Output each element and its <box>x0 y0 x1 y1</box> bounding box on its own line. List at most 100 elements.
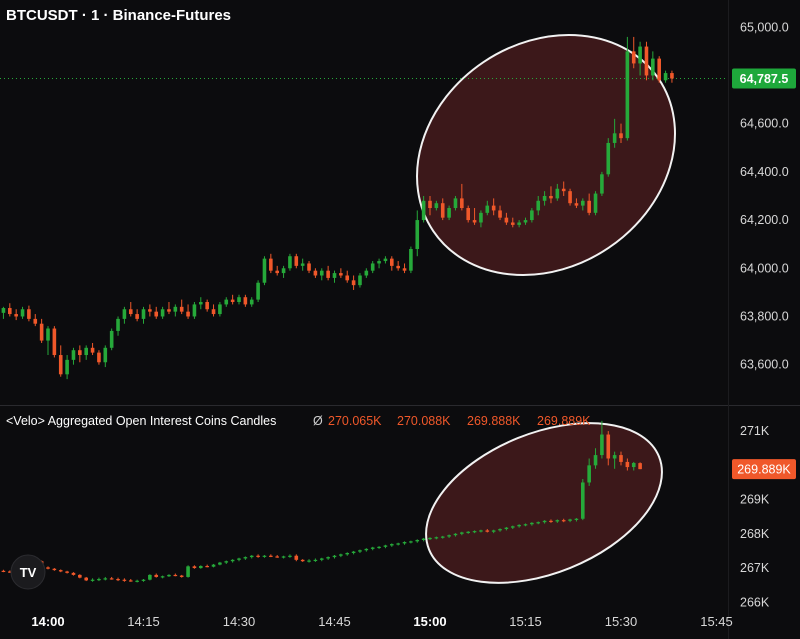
candle-body[interactable] <box>97 352 101 363</box>
candle-body[interactable] <box>97 579 101 581</box>
candle-body[interactable] <box>542 520 547 523</box>
candle-body[interactable] <box>332 555 337 558</box>
candle-body[interactable] <box>116 318 120 331</box>
candle-body[interactable] <box>619 133 623 139</box>
candle-body[interactable] <box>517 524 521 527</box>
candle-body[interactable] <box>549 520 553 523</box>
candle-body[interactable] <box>39 323 44 341</box>
candle-body[interactable] <box>600 434 604 456</box>
candle-body[interactable] <box>523 524 528 526</box>
candle-body[interactable] <box>294 555 299 560</box>
candle-body[interactable] <box>269 258 273 271</box>
candle-body[interactable] <box>447 535 451 537</box>
candle-body[interactable] <box>453 198 458 209</box>
candle-body[interactable] <box>90 579 95 581</box>
candle-body[interactable] <box>491 530 496 532</box>
candle-body[interactable] <box>307 560 311 562</box>
candle-body[interactable] <box>670 73 674 79</box>
candle-body[interactable] <box>415 220 420 249</box>
candle-body[interactable] <box>243 557 248 559</box>
candle-body[interactable] <box>230 559 235 562</box>
candle-body[interactable] <box>224 561 229 563</box>
candle-body[interactable] <box>415 539 420 542</box>
candle-body[interactable] <box>396 543 400 545</box>
candle-body[interactable] <box>460 532 464 534</box>
candle-body[interactable] <box>593 455 598 466</box>
candle-body[interactable] <box>199 302 203 305</box>
candle-body[interactable] <box>52 328 57 356</box>
candle-body[interactable] <box>275 270 279 274</box>
candle-body[interactable] <box>8 308 12 315</box>
candle-body[interactable] <box>383 258 388 262</box>
candle-body[interactable] <box>644 46 649 76</box>
candle-body[interactable] <box>377 546 381 549</box>
candle-body[interactable] <box>122 579 127 581</box>
candle-body[interactable] <box>657 58 661 81</box>
candle-body[interactable] <box>345 552 350 555</box>
candle-body[interactable] <box>167 574 171 577</box>
candle-body[interactable] <box>90 347 95 353</box>
candle-body[interactable] <box>428 200 432 209</box>
candle-body[interactable] <box>510 222 515 225</box>
candle-body[interactable] <box>84 577 88 581</box>
candle-body[interactable] <box>421 538 426 540</box>
candle-body[interactable] <box>370 263 375 271</box>
candle-body[interactable] <box>638 463 642 470</box>
candle-body[interactable] <box>638 46 642 64</box>
candle-body[interactable] <box>128 309 133 315</box>
candle-body[interactable] <box>249 299 254 305</box>
candle-body[interactable] <box>160 576 165 578</box>
candle-body[interactable] <box>46 328 50 341</box>
candle-body[interactable] <box>192 304 197 317</box>
candle-body[interactable] <box>46 567 50 569</box>
candle-body[interactable] <box>625 51 630 139</box>
candle-body[interactable] <box>237 297 241 303</box>
candle-body[interactable] <box>631 51 636 64</box>
candle-body[interactable] <box>530 522 534 525</box>
candle-body[interactable] <box>504 527 509 530</box>
candle-body[interactable] <box>141 579 146 581</box>
candle-body[interactable] <box>523 220 528 223</box>
candle-body[interactable] <box>466 208 470 221</box>
candle-body[interactable] <box>428 537 432 540</box>
candle-body[interactable] <box>281 556 286 558</box>
candle-body[interactable] <box>160 309 165 317</box>
candle-body[interactable] <box>122 309 127 319</box>
candle-body[interactable] <box>326 557 330 559</box>
candle-body[interactable] <box>78 350 82 356</box>
candle-body[interactable] <box>65 571 69 573</box>
candle-body[interactable] <box>186 311 190 317</box>
candle-body[interactable] <box>536 522 541 524</box>
candle-body[interactable] <box>600 174 604 194</box>
candle-body[interactable] <box>135 580 139 582</box>
candle-body[interactable] <box>351 280 356 286</box>
candle-body[interactable] <box>568 519 572 521</box>
candle-body[interactable] <box>288 256 292 269</box>
candle-body[interactable] <box>510 526 515 528</box>
candle-body[interactable] <box>612 133 617 143</box>
candle-body[interactable] <box>332 273 337 278</box>
candle-body[interactable] <box>211 564 216 567</box>
candle-body[interactable] <box>103 347 108 363</box>
candle-body[interactable] <box>358 275 362 286</box>
candle-body[interactable] <box>631 462 636 468</box>
candle-body[interactable] <box>205 302 209 310</box>
candle-body[interactable] <box>339 273 343 276</box>
candle-body[interactable] <box>281 268 286 274</box>
candle-body[interactable] <box>383 545 388 547</box>
candle-body[interactable] <box>453 533 458 536</box>
candle-body[interactable] <box>218 304 222 315</box>
candle-body[interactable] <box>173 574 178 577</box>
candle-body[interactable] <box>300 263 305 266</box>
candle-body[interactable] <box>447 208 451 218</box>
candle-body[interactable] <box>262 258 267 283</box>
candle-body[interactable] <box>364 270 369 276</box>
candle-body[interactable] <box>574 203 579 206</box>
candle-body[interactable] <box>517 222 521 225</box>
candle-body[interactable] <box>173 306 178 312</box>
candle-body[interactable] <box>498 529 502 531</box>
candle-body[interactable] <box>555 188 560 199</box>
candle-body[interactable] <box>581 482 585 519</box>
candle-body[interactable] <box>116 579 120 581</box>
